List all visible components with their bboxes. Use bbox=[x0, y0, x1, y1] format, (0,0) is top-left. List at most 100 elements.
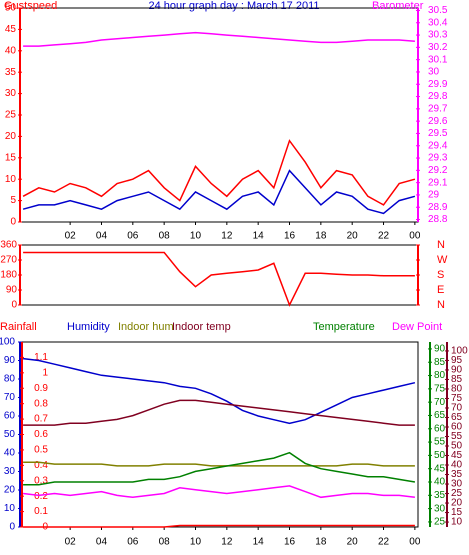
y-tick-label: 29.1 bbox=[428, 177, 448, 188]
x-tick-label: 14 bbox=[253, 537, 265, 548]
x-tick-label: 04 bbox=[96, 231, 108, 242]
x-tick-label: 16 bbox=[284, 537, 296, 548]
y-tick-label: 90 bbox=[6, 285, 18, 296]
series-line bbox=[23, 524, 415, 528]
y-tick-label: 30 bbox=[428, 67, 440, 78]
y-tick-label: 180 bbox=[0, 270, 17, 281]
y-tick-label: 90 bbox=[4, 355, 16, 366]
y-tick-label: 0.8 bbox=[34, 398, 48, 409]
y-tick-label: 20 bbox=[451, 498, 463, 509]
x-tick-label: 10 bbox=[190, 231, 202, 242]
y-tick-label: 50 bbox=[451, 441, 463, 452]
y-tick-label: 15 bbox=[451, 507, 463, 518]
y-tick-label: 25 bbox=[451, 488, 463, 499]
y-tick-label: 0 bbox=[11, 300, 17, 311]
y-tick-label: N bbox=[437, 239, 445, 251]
y-tick-label: 360 bbox=[0, 240, 17, 251]
y-tick-label: 70 bbox=[434, 397, 446, 408]
y-tick-label: 0.4 bbox=[34, 460, 48, 471]
y-tick-label: 270 bbox=[0, 255, 17, 266]
x-tick-label: 08 bbox=[159, 231, 171, 242]
y-tick-label: 25 bbox=[5, 110, 17, 121]
y-tick-label: 10 bbox=[451, 517, 463, 528]
y-tick-label: 30 bbox=[434, 503, 446, 514]
y-tick-label: 15 bbox=[5, 152, 17, 163]
y-tick-label: 25 bbox=[434, 517, 446, 528]
y-tick-label: 65 bbox=[434, 410, 446, 421]
y-tick-label: 28.8 bbox=[428, 214, 448, 225]
y-tick-label: 29.3 bbox=[428, 153, 448, 164]
y-tick-label: 40 bbox=[434, 477, 446, 488]
legend-label: Rainfall bbox=[0, 321, 37, 333]
x-tick-label: 18 bbox=[315, 537, 327, 548]
y-tick-label: 60 bbox=[434, 423, 446, 434]
legend-label: Barometer bbox=[372, 0, 424, 12]
x-tick-label: 08 bbox=[159, 537, 171, 548]
x-tick-label: 22 bbox=[378, 537, 390, 548]
y-tick-label: 30 bbox=[451, 479, 463, 490]
legend-label: Temperature bbox=[313, 321, 375, 333]
legend-label: Indoor temp bbox=[172, 321, 231, 333]
y-tick-label: 55 bbox=[434, 437, 446, 448]
x-tick-label: 20 bbox=[347, 231, 359, 242]
y-tick-label: 30 bbox=[5, 88, 17, 99]
y-tick-label: 29.2 bbox=[428, 165, 448, 176]
y-tick-label: 45 bbox=[5, 24, 17, 35]
legend-label: Humidity bbox=[67, 321, 110, 333]
y-tick-label: 35 bbox=[434, 490, 446, 501]
y-tick-label: 35 bbox=[5, 67, 17, 78]
y-tick-label: 28.9 bbox=[428, 202, 448, 213]
y-tick-label: 10 bbox=[5, 174, 17, 185]
y-tick-label: 1 bbox=[42, 367, 48, 378]
x-tick-label: 02 bbox=[65, 537, 77, 548]
y-tick-label: 30 bbox=[4, 466, 16, 477]
y-tick-label: 80 bbox=[451, 384, 463, 395]
y-tick-label: 29 bbox=[428, 190, 440, 201]
y-tick-label: 29.4 bbox=[428, 140, 448, 151]
series-line bbox=[23, 357, 416, 425]
x-tick-label: 06 bbox=[127, 537, 139, 548]
y-tick-label: 29.9 bbox=[428, 79, 448, 90]
y-tick-label: 0.3 bbox=[34, 475, 48, 486]
y-tick-label: 5 bbox=[10, 195, 16, 206]
y-tick-label: W bbox=[437, 254, 448, 266]
y-tick-label: 90 bbox=[451, 365, 463, 376]
x-tick-label: 00 bbox=[409, 231, 421, 242]
y-tick-label: 40 bbox=[5, 45, 17, 56]
y-tick-label: 45 bbox=[451, 450, 463, 461]
x-tick-label: 10 bbox=[190, 537, 202, 548]
y-tick-label: N bbox=[437, 299, 445, 311]
y-tick-label: 60 bbox=[4, 411, 16, 422]
x-tick-label: 06 bbox=[127, 231, 139, 242]
x-tick-label: 00 bbox=[409, 537, 421, 548]
y-tick-label: 0.1 bbox=[34, 506, 48, 517]
x-tick-label: 22 bbox=[378, 231, 390, 242]
x-tick-label: 20 bbox=[347, 537, 359, 548]
series-line bbox=[23, 461, 415, 467]
series-line bbox=[23, 485, 415, 499]
series-line bbox=[23, 251, 415, 307]
y-tick-label: 29.5 bbox=[428, 128, 448, 139]
y-tick-label: 45 bbox=[434, 463, 446, 474]
y-tick-label: 20 bbox=[5, 131, 17, 142]
y-tick-label: 75 bbox=[451, 393, 463, 404]
y-tick-label: 70 bbox=[451, 403, 463, 414]
y-tick-label: 85 bbox=[451, 374, 463, 385]
x-tick-label: 12 bbox=[221, 231, 233, 242]
legend-label: Gustspeed bbox=[4, 0, 57, 12]
series-line bbox=[23, 399, 415, 426]
y-tick-label: 50 bbox=[5, 3, 17, 14]
legend-label: Indoor hum bbox=[118, 321, 174, 333]
y-tick-label: 85 bbox=[434, 357, 446, 368]
y-tick-label: 0.6 bbox=[34, 429, 48, 440]
y-tick-label: S bbox=[437, 269, 444, 281]
y-tick-label: 0.5 bbox=[34, 445, 48, 456]
y-tick-label: 0.9 bbox=[34, 383, 48, 394]
y-tick-label: 50 bbox=[4, 429, 16, 440]
y-tick-label: 20 bbox=[4, 485, 16, 496]
legend-label: Dew Point bbox=[392, 321, 442, 333]
x-tick-label: 18 bbox=[315, 231, 327, 242]
y-tick-label: 40 bbox=[4, 448, 16, 459]
